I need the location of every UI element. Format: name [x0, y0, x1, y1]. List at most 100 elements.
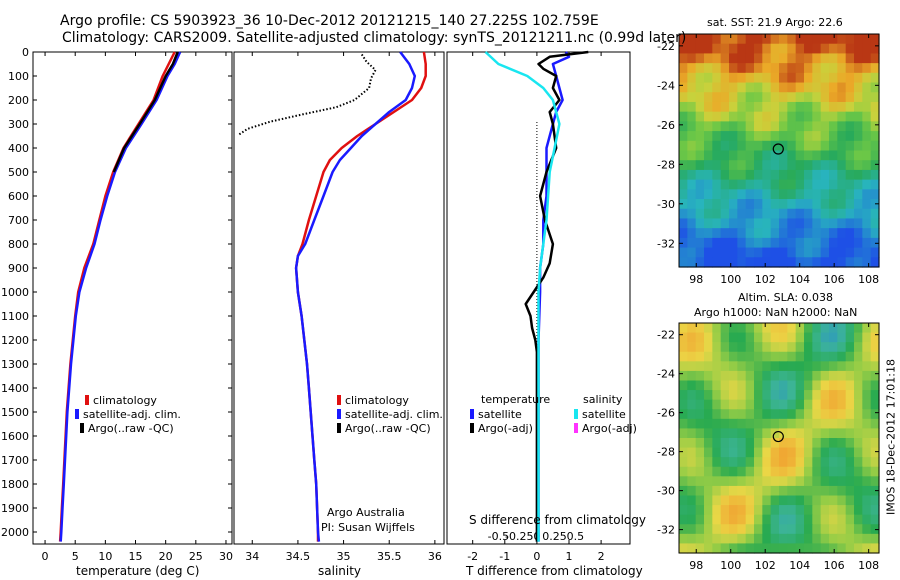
- sla-map-cell: [862, 524, 872, 535]
- sst-map-cell: [804, 34, 813, 45]
- sst-map-cell: [787, 179, 797, 190]
- sst-map-cell: [720, 121, 730, 132]
- sst-map-cell: [854, 72, 863, 84]
- sst-map-cell: [704, 43, 713, 55]
- sla-map-cell: [804, 514, 813, 525]
- sst-map-cell: [745, 179, 755, 190]
- sla-map-cell: [795, 543, 805, 554]
- sst-map-ytick-label: -32: [657, 237, 675, 250]
- sla-map-cell: [795, 399, 805, 410]
- sla-map-cell: [845, 533, 855, 545]
- sst-map-cell: [687, 247, 697, 258]
- sst-map-cell: [720, 189, 730, 200]
- sst-map-cell: [862, 92, 872, 103]
- sla-map-cell: [870, 438, 880, 449]
- sst-map-cell: [870, 179, 880, 190]
- sst-map-cell: [812, 179, 822, 190]
- sst-map-cell: [820, 160, 830, 171]
- sst-map-cell: [695, 169, 705, 181]
- sst-map-cell: [720, 179, 730, 190]
- temperature-legend-satellite-label: satellite-adj. clim.: [83, 408, 181, 421]
- sla-map-cell: [754, 342, 763, 353]
- sla-map-cell: [837, 361, 847, 372]
- sla-map-cell: [729, 418, 738, 430]
- sla-map-cell: [804, 476, 813, 487]
- sla-map-cell: [737, 332, 747, 343]
- sla-map-cell: [754, 495, 763, 506]
- depth-tick-label: 1600: [1, 430, 29, 443]
- sla-map-cell: [720, 323, 730, 334]
- sst-map-cell: [862, 257, 872, 268]
- sla-map-cell: [720, 485, 730, 497]
- sst-map-cell: [679, 247, 688, 258]
- sst-map-cell: [837, 179, 847, 190]
- sla-map-cell: [720, 361, 730, 372]
- sst-map-cell: [854, 237, 863, 249]
- sla-map-cell: [779, 370, 788, 382]
- sla-map-cell: [829, 409, 838, 420]
- sst-map-cell: [770, 237, 780, 249]
- sst-map-cell: [737, 179, 747, 190]
- sst-map-cell: [820, 111, 830, 122]
- sst-map-cell: [687, 179, 697, 190]
- sla-map-cell: [804, 495, 813, 506]
- sst-map-cell: [687, 92, 697, 103]
- sst-map-cell: [845, 237, 855, 249]
- sst-map-cell: [754, 237, 763, 249]
- sla-map-cell: [829, 457, 838, 468]
- sst-map-xtick-label: 100: [720, 273, 741, 286]
- sst-map-cell: [729, 247, 738, 258]
- sla-map-cell: [770, 351, 780, 362]
- sst-map-cell: [829, 140, 838, 152]
- sla-map-cell: [729, 476, 738, 487]
- sst-map-cell: [720, 257, 730, 268]
- sst-map-cell: [845, 34, 855, 45]
- sst-map-cell: [679, 218, 688, 229]
- sla-map-cell: [679, 428, 688, 439]
- sla-map-cell: [687, 351, 697, 362]
- sst-map-cell: [845, 43, 855, 55]
- sla-map-cell: [854, 390, 863, 401]
- sla-map-cell: [837, 543, 847, 554]
- sst-map-cell: [729, 92, 738, 103]
- sla-map-cell: [695, 351, 705, 362]
- sst-map-cell: [870, 228, 880, 239]
- sst-map-cell: [704, 169, 713, 181]
- sst-map-cell: [870, 34, 880, 45]
- sst-map-cell: [720, 237, 730, 249]
- sst-map-cell: [837, 92, 847, 103]
- sst-map-cell: [870, 140, 880, 152]
- sla-map-cell: [812, 476, 822, 487]
- sla-map-cell: [745, 370, 755, 382]
- sst-map-cell: [770, 150, 780, 161]
- sst-map-cell: [829, 237, 838, 249]
- sla-map-cell: [704, 438, 713, 449]
- salinity-xtick-label: 34: [245, 550, 259, 563]
- sst-map-cell: [729, 101, 738, 113]
- sst-map-cell: [754, 169, 763, 181]
- sla-map-cell: [754, 457, 763, 468]
- sla-map-cell: [770, 524, 780, 535]
- sst-map-cell: [762, 179, 772, 190]
- sla-map-cell: [787, 332, 797, 343]
- sla-map-cell: [704, 418, 713, 430]
- sla-map-cell: [804, 524, 813, 535]
- sla-map-cell: [762, 543, 772, 554]
- sla-map-cell: [729, 370, 738, 382]
- sst-map-cell: [745, 43, 755, 55]
- sst-map-cell: [762, 34, 772, 45]
- sst-map-cell: [729, 150, 738, 161]
- sla-map-cell: [787, 370, 797, 382]
- sst-map-cell: [720, 92, 730, 103]
- sst-map-cell: [779, 257, 788, 268]
- sst-map-cell: [820, 199, 830, 210]
- sla-map-ytick-label: -30: [657, 485, 675, 498]
- sst-map-cell: [679, 121, 688, 132]
- sst-map-cell: [712, 43, 722, 55]
- sla-map-cell: [787, 409, 797, 420]
- sst-map-cell: [687, 101, 697, 113]
- sla-map-cell: [687, 418, 697, 430]
- sst-map-cell: [787, 199, 797, 210]
- sst-map-cell: [795, 82, 805, 93]
